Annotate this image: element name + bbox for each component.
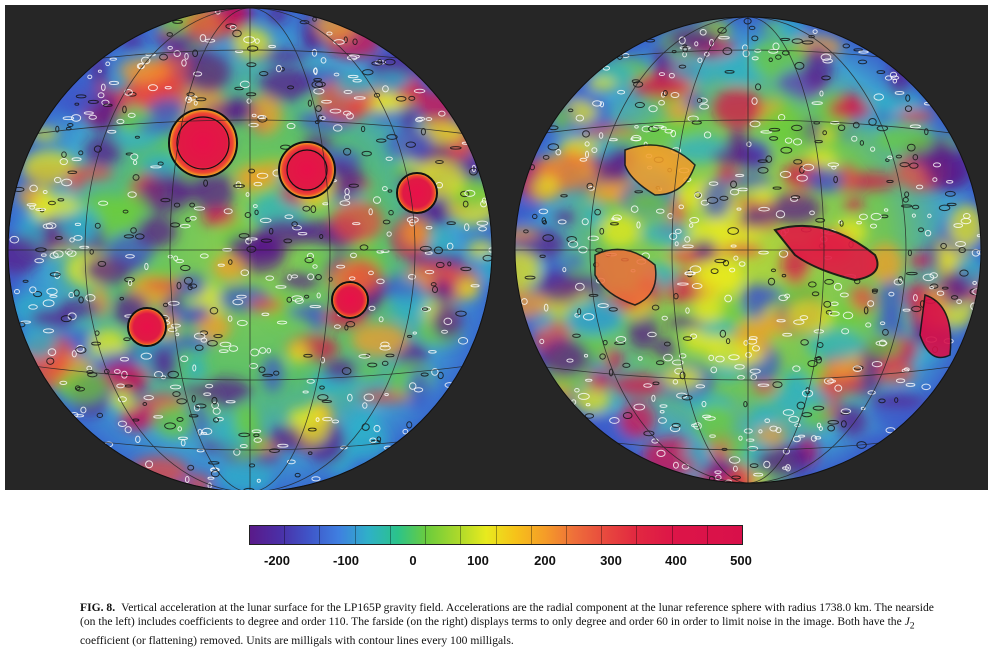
lunar-gravity-map-panel xyxy=(5,5,988,490)
figure-caption: FIG. 8. Vertical acceleration at the luna… xyxy=(80,601,940,649)
colorbar-segment xyxy=(426,526,462,544)
colorbar-segment xyxy=(637,526,673,544)
colorbar-tick: 300 xyxy=(600,553,622,568)
farside-graticule xyxy=(515,17,981,483)
colorbar-segment xyxy=(602,526,638,544)
j2-symbol: J xyxy=(904,615,910,629)
caption-text-end: coefficient (or flattening) removed. Uni… xyxy=(80,634,514,648)
nearside-graticule xyxy=(8,8,492,490)
mascon-humorum xyxy=(127,307,167,347)
colorbar-tick: 0 xyxy=(409,553,417,568)
nearside-hemisphere xyxy=(7,7,493,490)
colorbar-segment xyxy=(708,526,742,544)
lunar-gravity-maps xyxy=(7,7,982,490)
colorbar-tick: 200 xyxy=(534,553,556,568)
colorbar-segment xyxy=(673,526,708,544)
colorbar xyxy=(249,525,743,545)
colorbar-segment xyxy=(461,526,497,544)
colorbar-segment xyxy=(285,526,321,544)
farside-ring-features xyxy=(594,144,952,359)
colorbar-tick: 100 xyxy=(467,553,489,568)
j2-subscript: 2 xyxy=(909,620,915,632)
figure-label: FIG. 8. xyxy=(80,600,116,614)
mascon-nectaris xyxy=(331,281,369,319)
colorbar-segment xyxy=(356,526,391,544)
mascon-imbrium xyxy=(168,108,238,178)
colorbar-segment xyxy=(532,526,567,544)
mascon-crisium xyxy=(396,172,438,214)
caption-text: Vertical acceleration at the lunar surfa… xyxy=(80,600,934,629)
colorbar-tick: -200 xyxy=(263,553,291,568)
farside-hemisphere xyxy=(514,16,982,484)
colorbar-tick: -100 xyxy=(332,553,360,568)
colorbar-tick: 400 xyxy=(665,553,687,568)
colorbar-segment xyxy=(320,526,356,544)
nearside-mascons xyxy=(127,108,438,347)
colorbar-segment xyxy=(497,526,532,544)
colorbar-tick: 500 xyxy=(730,553,752,568)
colorbar-segment xyxy=(391,526,427,544)
colorbar-segment xyxy=(567,526,603,544)
colorbar-segment xyxy=(250,526,286,544)
